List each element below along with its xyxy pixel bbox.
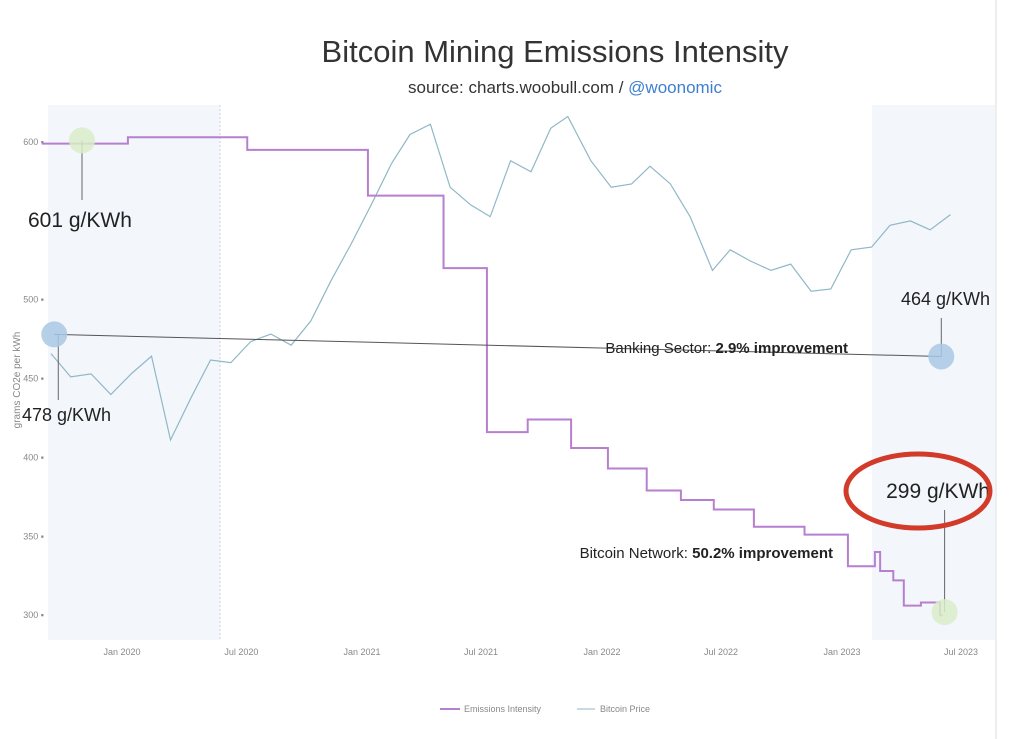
banking-sector-line xyxy=(54,333,942,357)
y-axis-label: grams CO2e per kWh xyxy=(12,332,23,429)
x-tick-label: Jul 2020 xyxy=(224,647,258,657)
x-tick-label: Jan 2021 xyxy=(343,647,380,657)
x-tick-label: Jul 2021 xyxy=(464,647,498,657)
series-line-emissions-intensity xyxy=(41,136,943,617)
x-tick-label: Jan 2023 xyxy=(823,647,860,657)
x-tick-label: Jul 2022 xyxy=(704,647,738,657)
shaded-region-left xyxy=(48,105,220,640)
annotation-start-banking: 478 g/KWh xyxy=(22,405,111,425)
marker-end-bitcoin xyxy=(931,599,958,626)
y-tick-label: 600 ▪ xyxy=(23,137,44,147)
shaded-region-right xyxy=(872,105,995,640)
marker-end-banking xyxy=(928,343,955,370)
x-tick-label: Jan 2022 xyxy=(583,647,620,657)
marker-start-bitcoin xyxy=(69,127,95,154)
y-tick-label: 300 ▪ xyxy=(23,610,44,620)
annotation-start-bitcoin: 601 g/KWh xyxy=(28,209,132,232)
legend-label-emissions[interactable]: Emissions Intensity xyxy=(464,704,542,714)
author-handle-link[interactable]: @woonomic xyxy=(628,78,722,97)
series-line-bitcoin-price xyxy=(50,115,951,442)
annotation-end-bitcoin: 299 g/KWh xyxy=(886,480,990,503)
annotation-end-banking: 464 g/KWh xyxy=(901,289,990,309)
highlight-ring xyxy=(843,451,993,531)
y-tick-label: 350 ▪ xyxy=(23,531,44,541)
banking-sector-label: Banking Sector: 2.9% improvement xyxy=(605,340,848,357)
y-tick-label: 500 ▪ xyxy=(23,295,44,305)
x-tick-label: Jan 2020 xyxy=(103,647,140,657)
x-tick-label: Jul 2023 xyxy=(944,647,978,657)
legend-label-price[interactable]: Bitcoin Price xyxy=(600,704,650,714)
bitcoin-network-label: Bitcoin Network: 50.2% improvement xyxy=(580,545,833,562)
legend: Emissions Intensity Bitcoin Price xyxy=(440,704,650,714)
chart-title: Bitcoin Mining Emissions Intensity xyxy=(321,34,789,69)
source-text: source: charts.woobull.com / xyxy=(408,78,629,97)
y-tick-label: 400 ▪ xyxy=(23,452,44,462)
y-tick-label: 450 ▪ xyxy=(23,374,44,384)
chart-subtitle: source: charts.woobull.com / @woonomic xyxy=(0,78,1024,98)
marker-start-banking xyxy=(41,321,68,348)
